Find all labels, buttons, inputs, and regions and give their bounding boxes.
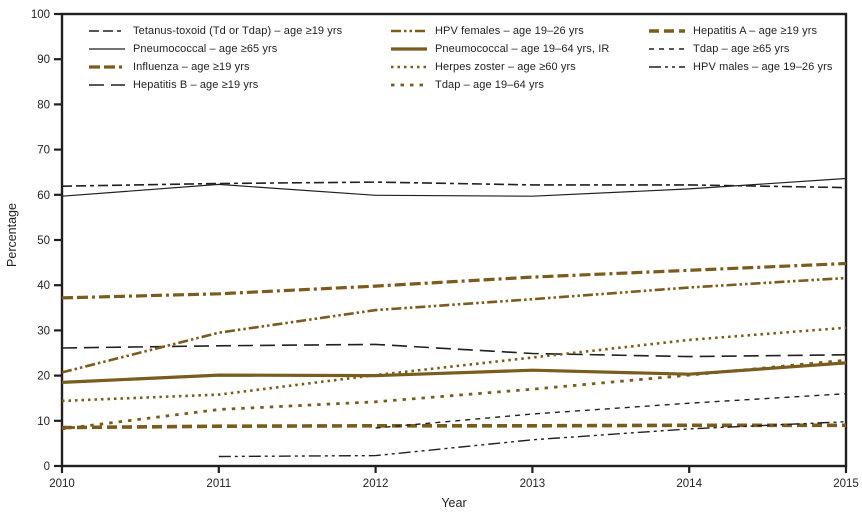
y-tick-label: 0	[44, 461, 50, 473]
x-tick-label: 2010	[49, 478, 75, 490]
legend-label: Pneumococcal – age ≥65 yrs	[133, 43, 278, 55]
series-line-pneumococcal-65	[61, 177, 847, 197]
series-line-tetanus-td-tdap	[61, 181, 847, 189]
legend-line-swatch-hpv-males	[649, 66, 685, 68]
legend-item-hpv-males: HPV males – age 19–26 yrs	[648, 58, 832, 76]
series-line-tdap-65	[375, 393, 847, 429]
legend-line-swatch-tdap-19-64	[391, 83, 427, 87]
series-line-hepatitis-b	[61, 343, 847, 358]
legend-item-tdap-65: Tdap – age ≥65 yrs	[648, 40, 832, 58]
legend-line-swatch-pneumococcal-19-64-ir	[391, 47, 427, 51]
legend-line-swatch-hepatitis-b	[89, 84, 125, 86]
legend-item-hepatitis-b: Hepatitis B – age ≥19 yrs	[88, 76, 342, 94]
y-tick-label: 90	[37, 54, 50, 66]
legend-item-influenza: Influenza – age ≥19 yrs	[88, 58, 342, 76]
legend-label: HPV females – age 19–26 yrs	[435, 25, 584, 37]
legend-label: Hepatitis B – age ≥19 yrs	[133, 79, 259, 91]
y-tick-label: 50	[37, 235, 50, 247]
legend-item-tetanus-td-tdap: Tetanus-toxoid (Td or Tdap) – age ≥19 yr…	[88, 22, 342, 40]
y-tick-label: 30	[37, 325, 50, 337]
legend-column-1: Tetanus-toxoid (Td or Tdap) – age ≥19 yr…	[88, 22, 342, 94]
legend-line-swatch-tdap-65	[649, 48, 685, 50]
x-axis-title: Year	[441, 496, 467, 510]
legend-column-3: Hepatitis A – age ≥19 yrs Tdap – age ≥65 …	[648, 22, 832, 76]
y-tick-label: 20	[37, 371, 50, 383]
x-tick-label: 2014	[676, 478, 702, 490]
legend-label: Pneumococcal – age 19–64 yrs, IR	[435, 43, 610, 55]
legend-item-hepatitis-a: Hepatitis A – age ≥19 yrs	[648, 22, 832, 40]
series-line-hepatitis-a	[61, 423, 846, 430]
y-tick-label: 60	[37, 190, 50, 202]
x-tick-label: 2015	[833, 478, 859, 490]
legend-label: Hepatitis A – age ≥19 yrs	[693, 25, 818, 37]
y-tick-label: 100	[31, 9, 50, 21]
y-tick-label: 10	[37, 416, 50, 428]
series-line-tdap-19-64	[61, 358, 847, 431]
legend-label: Tdap – age ≥65 yrs	[693, 43, 790, 55]
x-tick-label: 2012	[363, 478, 389, 490]
legend-item-pneumococcal-19-64-ir: Pneumococcal – age 19–64 yrs, IR	[390, 40, 609, 58]
series-line-pneumococcal-19-64-ir	[61, 361, 847, 384]
legend-line-swatch-tetanus-td-tdap	[89, 30, 125, 32]
x-tick-label: 2013	[520, 478, 546, 490]
legend-label: Herpes zoster – age ≥60 yrs	[435, 61, 576, 73]
legend-item-hpv-females: HPV females – age 19–26 yrs	[390, 22, 609, 40]
legend-line-swatch-herpes-zoster	[391, 65, 427, 69]
series-line-hpv-females	[61, 276, 847, 374]
legend-column-2: HPV females – age 19–26 yrs Pneumococcal …	[390, 22, 609, 94]
legend-line-swatch-pneumococcal-65	[89, 48, 125, 50]
legend-label: Tetanus-toxoid (Td or Tdap) – age ≥19 yr…	[133, 25, 343, 37]
y-tick-label: 80	[37, 99, 50, 111]
legend-item-pneumococcal-65: Pneumococcal – age ≥65 yrs	[88, 40, 342, 58]
legend-label: Tdap – age 19–64 yrs	[435, 79, 545, 91]
legend-item-herpes-zoster: Herpes zoster – age ≥60 yrs	[390, 58, 609, 76]
legend-line-swatch-hepatitis-a	[649, 29, 685, 33]
series-line-herpes-zoster	[61, 326, 847, 403]
legend-line-swatch-influenza	[89, 65, 125, 69]
legend-label: HPV males – age 19–26 yrs	[693, 61, 833, 73]
x-tick-label: 2011	[206, 478, 231, 490]
legend-line-swatch-hpv-females	[391, 29, 427, 33]
series-line-influenza	[61, 261, 847, 300]
legend-label: Influenza – age ≥19 yrs	[133, 61, 250, 73]
y-axis-title: Percentage	[5, 203, 19, 267]
legend-item-tdap-19-64: Tdap – age 19–64 yrs	[390, 76, 609, 94]
y-tick-label: 70	[37, 145, 50, 157]
y-tick-label: 40	[37, 280, 50, 292]
